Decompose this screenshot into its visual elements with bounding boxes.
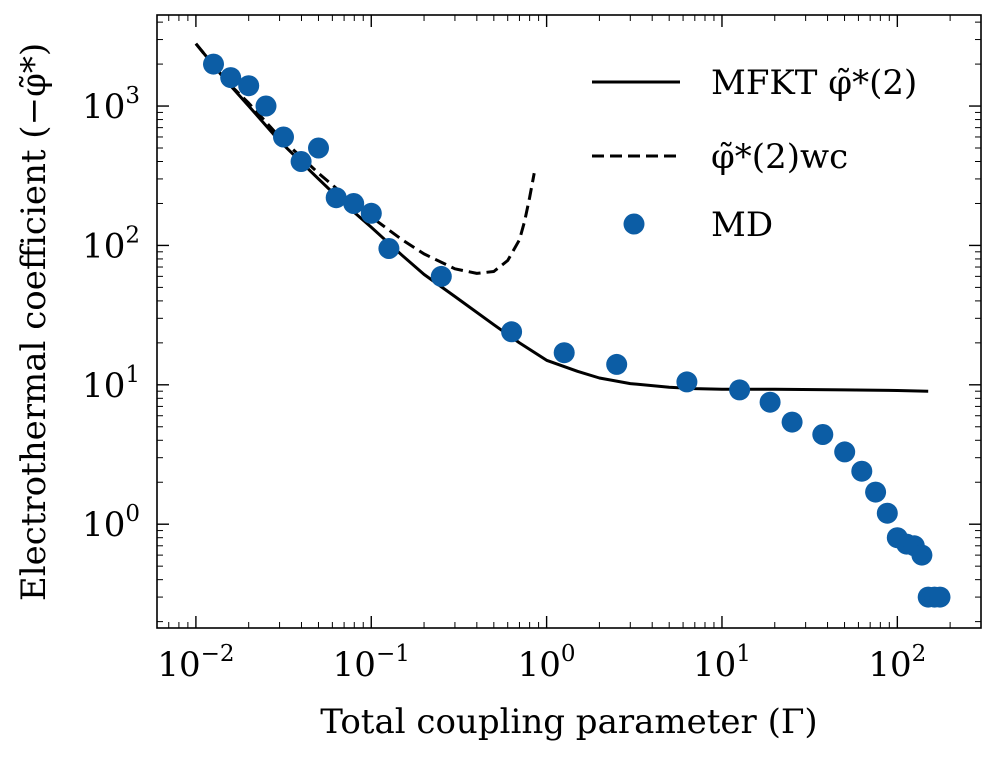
md-point	[430, 265, 452, 287]
x-tick-base: 10	[693, 645, 736, 685]
y-tick-base: 10	[82, 87, 125, 127]
md-point	[606, 353, 628, 375]
y-tick-base: 10	[82, 366, 125, 406]
md-point	[238, 75, 260, 97]
x-tick-exponent: −1	[376, 641, 410, 667]
axis-ticks	[156, 15, 982, 628]
md-point	[911, 544, 933, 566]
md-point	[325, 187, 347, 209]
md-point	[203, 53, 224, 75]
y-tick-label: 102	[82, 222, 140, 266]
x-tick-label: 100	[518, 641, 576, 685]
md-point	[501, 321, 523, 343]
md-point	[781, 411, 803, 433]
y-tick-exponent: 0	[125, 501, 140, 527]
md-points	[203, 53, 951, 608]
x-tick-base: 10	[518, 645, 561, 685]
md-point	[290, 151, 312, 172]
md-point	[255, 95, 277, 117]
y-tick-exponent: 1	[125, 362, 140, 388]
y-tick-exponent: 2	[125, 222, 140, 248]
x-tick-exponent: −2	[201, 641, 235, 667]
md-point	[929, 586, 951, 608]
plot-frame	[156, 14, 982, 629]
y-tick-base: 10	[82, 226, 125, 266]
y-tick-label: 103	[82, 83, 140, 127]
md-point	[308, 137, 329, 159]
md-point	[812, 424, 834, 445]
x-tick-exponent: 0	[561, 641, 576, 667]
y-tick-exponent: 3	[125, 83, 140, 109]
md-point	[273, 126, 294, 148]
md-point	[378, 238, 400, 259]
md-point	[834, 441, 856, 463]
legend-label: MFKT φ̃*(2)	[711, 63, 917, 103]
md-point	[865, 481, 887, 503]
legend-label: MD	[711, 205, 773, 245]
wc-dashed-line	[194, 42, 536, 275]
legend-marker-swatch	[623, 213, 645, 235]
y-tick-label: 100	[82, 501, 140, 545]
md-point	[360, 202, 382, 224]
x-tick-label: 102	[868, 641, 926, 685]
md-point	[553, 342, 575, 364]
x-tick-label: 10−1	[333, 641, 410, 685]
md-point	[729, 379, 751, 401]
md-point	[676, 371, 698, 393]
legend: MFKT φ̃*(2) φ̃*(2)wc MD	[592, 63, 917, 245]
md-point	[220, 67, 242, 89]
y-tick-base: 10	[82, 505, 125, 545]
x-tick-exponent: 1	[736, 641, 751, 667]
md-point	[759, 391, 781, 413]
x-tick-base: 10	[868, 645, 911, 685]
md-point	[851, 460, 873, 482]
y-tick-label: 101	[82, 362, 140, 406]
y-axis-label: Electrothermal coefficient (−φ̃*)	[14, 43, 54, 601]
md-point	[876, 502, 898, 524]
x-tick-label: 10−2	[157, 641, 234, 685]
legend-label: φ̃*(2)wc	[711, 137, 848, 177]
md-point	[343, 193, 365, 214]
x-tick-exponent: 2	[912, 641, 927, 667]
x-tick-base: 10	[157, 645, 200, 685]
x-axis-label: Total coupling parameter (Γ)	[320, 702, 817, 742]
x-tick-base: 10	[333, 645, 376, 685]
x-tick-label: 101	[693, 641, 751, 685]
